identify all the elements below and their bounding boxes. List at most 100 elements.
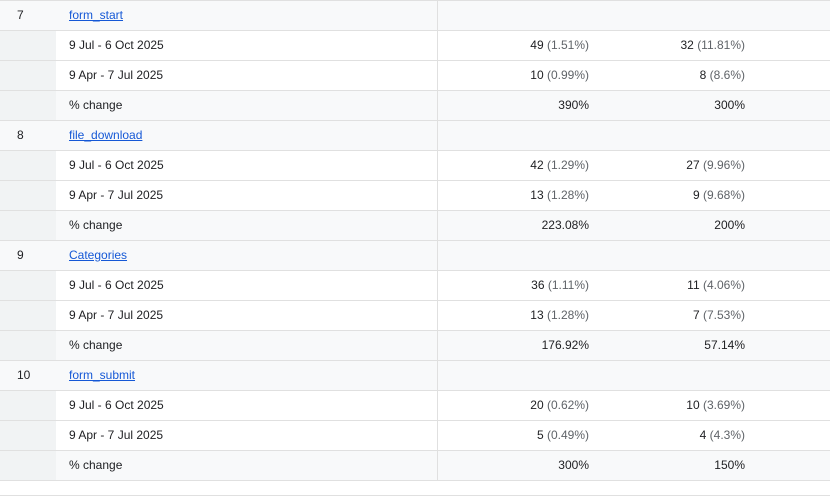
metric-2-change: 300% — [714, 98, 745, 112]
event-name-link[interactable]: form_submit — [69, 368, 136, 382]
event-name-link[interactable]: form_start — [69, 8, 124, 22]
metric-2-value: 9 — [692, 188, 700, 202]
metric-1-change: 223.08% — [541, 218, 589, 232]
metric-2-cell: 9 (9.68%) — [693, 181, 745, 210]
table-row: 9 Apr - 7 Jul 2025 10 (0.99%) 8 (8.6%) — [0, 61, 830, 91]
table-row-group-header: 10 form_submit — [0, 361, 830, 391]
metric-2-percent: (11.81%) — [697, 38, 745, 52]
metric-2-value: 11 — [687, 278, 700, 292]
metric-1-value: 36 — [531, 278, 545, 292]
row-gutter — [0, 451, 56, 480]
row-gutter — [0, 91, 56, 120]
table-row: 9 Jul - 6 Oct 2025 42 (1.29%) 27 (9.96%) — [0, 151, 830, 181]
table-row: 9 Apr - 7 Jul 2025 13 (1.28%) 7 (7.53%) — [0, 301, 830, 331]
metric-1-cell: 36 (1.11%) — [531, 271, 589, 300]
row-gutter — [0, 31, 56, 60]
metric-1-change: 300% — [558, 458, 589, 472]
metric-1-cell: 42 (1.29%) — [530, 151, 589, 180]
date-range-label: 9 Jul - 6 Oct 2025 — [69, 278, 164, 292]
metric-2-value: 32 — [680, 38, 694, 52]
metric-2-change: 57.14% — [704, 338, 745, 352]
metric-1-cell: 49 (1.51%) — [530, 31, 589, 60]
metric-1-value: 13 — [530, 188, 544, 202]
metric-2-cell: 27 (9.96%) — [686, 151, 745, 180]
row-number: 10 — [17, 368, 31, 382]
table-row: 9 Jul - 6 Oct 2025 49 (1.51%) 32 (11.81%… — [0, 31, 830, 61]
metric-2-value: 10 — [686, 398, 700, 412]
metric-1-change: 390% — [558, 98, 589, 112]
metric-2-cell: 8 (8.6%) — [700, 61, 745, 90]
metric-1-percent: (0.62%) — [546, 398, 589, 412]
metric-2-percent: (3.69%) — [702, 398, 745, 412]
metric-1-cell: 13 (1.28%) — [530, 181, 589, 210]
row-gutter — [0, 211, 56, 240]
column-divider — [437, 1, 438, 30]
table-row-group-header: 9 Categories — [0, 241, 830, 271]
date-range-label: 9 Apr - 7 Jul 2025 — [69, 188, 164, 202]
row-gutter — [0, 271, 56, 300]
change-label: % change — [69, 98, 123, 112]
metric-2-cell: 10 (3.69%) — [686, 391, 745, 420]
metric-2-value: 7 — [692, 308, 700, 322]
column-divider — [437, 61, 438, 90]
row-gutter — [0, 421, 56, 450]
metric-2-value: 27 — [686, 158, 700, 172]
metric-1-change: 176.92% — [541, 338, 589, 352]
metric-1-value: 13 — [530, 308, 544, 322]
row-gutter — [0, 391, 56, 420]
metric-1-cell: 13 (1.28%) — [530, 301, 589, 330]
column-divider — [437, 91, 438, 120]
table-row: 9 Jul - 6 Oct 2025 36 (1.11%) 11 (4.06%) — [0, 271, 830, 301]
metric-2-percent: (9.68%) — [702, 188, 745, 202]
row-number: 7 — [17, 8, 24, 22]
metric-1-percent: (1.28%) — [546, 308, 589, 322]
column-divider — [437, 31, 438, 60]
metric-2-value: 4 — [699, 428, 707, 442]
column-divider — [437, 391, 438, 420]
date-range-label: 9 Jul - 6 Oct 2025 — [69, 158, 164, 172]
metric-2-cell: 11 (4.06%) — [687, 271, 745, 300]
column-divider — [437, 301, 438, 330]
change-label: % change — [69, 218, 123, 232]
table-row: 9 Jul - 6 Oct 2025 20 (0.62%) 10 (3.69%) — [0, 391, 830, 421]
metric-1-value: 10 — [530, 68, 544, 82]
table-bottom-divider — [0, 495, 830, 496]
metric-2-percent: (7.53%) — [702, 308, 745, 322]
metric-2-cell: 4 (4.3%) — [700, 421, 745, 450]
metric-1-cell: 10 (0.99%) — [530, 61, 589, 90]
row-gutter — [0, 181, 56, 210]
events-comparison-table: 7 form_start 9 Jul - 6 Oct 2025 49 (1.51… — [0, 0, 830, 481]
change-label: % change — [69, 338, 123, 352]
table-row-group-header: 8 file_download — [0, 121, 830, 151]
metric-2-change: 150% — [714, 458, 745, 472]
metric-2-value: 8 — [699, 68, 707, 82]
metric-1-value: 20 — [530, 398, 544, 412]
metric-2-percent: (8.6%) — [709, 68, 745, 82]
metric-2-percent: (4.06%) — [702, 278, 745, 292]
column-divider — [437, 331, 438, 360]
metric-2-change: 200% — [714, 218, 745, 232]
metric-1-cell: 20 (0.62%) — [530, 391, 589, 420]
row-gutter — [0, 151, 56, 180]
event-name-link[interactable]: file_download — [69, 128, 143, 142]
table-row-change: % change 223.08% 200% — [0, 211, 830, 241]
metric-2-cell: 32 (11.81%) — [680, 31, 745, 60]
metric-2-percent: (4.3%) — [709, 428, 745, 442]
metric-1-percent: (1.29%) — [546, 158, 589, 172]
table-row: 9 Apr - 7 Jul 2025 5 (0.49%) 4 (4.3%) — [0, 421, 830, 451]
table-row-group-header: 7 form_start — [0, 1, 830, 31]
date-range-label: 9 Jul - 6 Oct 2025 — [69, 398, 164, 412]
metric-1-value: 5 — [536, 428, 544, 442]
row-gutter — [0, 301, 56, 330]
row-number: 9 — [17, 248, 24, 262]
metric-2-cell: 7 (7.53%) — [693, 301, 745, 330]
table-row-change: % change 176.92% 57.14% — [0, 331, 830, 361]
metric-1-percent: (0.49%) — [546, 428, 589, 442]
table-row-change: % change 390% 300% — [0, 91, 830, 121]
metric-1-value: 42 — [530, 158, 544, 172]
change-label: % change — [69, 458, 123, 472]
metric-1-value: 49 — [530, 38, 544, 52]
column-divider — [437, 361, 438, 390]
row-gutter — [0, 61, 56, 90]
event-name-link[interactable]: Categories — [69, 248, 128, 262]
